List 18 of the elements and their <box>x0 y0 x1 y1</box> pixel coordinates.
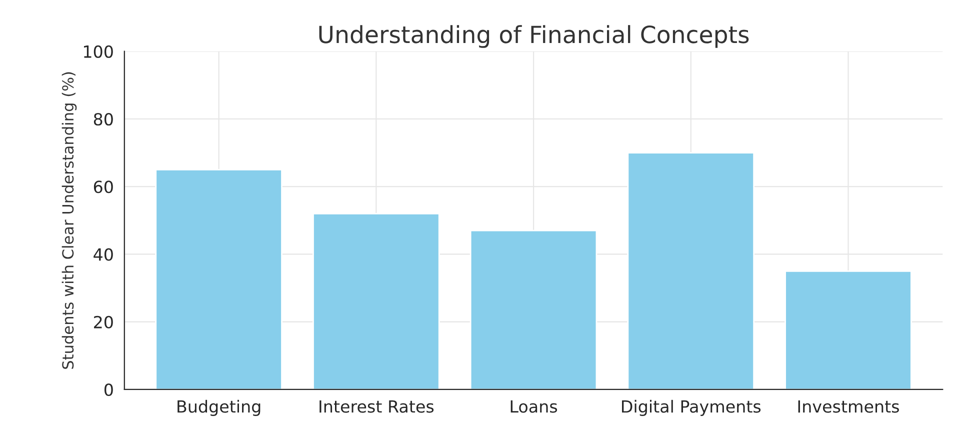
y-axis-title: Students with Clear Understanding (%) <box>62 72 77 369</box>
bar <box>470 230 598 390</box>
bar <box>155 169 282 390</box>
y-tick-label: 100 <box>84 45 113 58</box>
bar <box>627 152 755 390</box>
y-tick-label: 0 <box>104 383 113 396</box>
x-tick-label: Loans <box>510 400 558 413</box>
y-tick-label: 40 <box>94 248 113 261</box>
y-tick-label: 80 <box>94 112 113 126</box>
bar <box>312 212 440 390</box>
x-tick-label: Digital Payments <box>622 400 761 416</box>
x-tick-label: Investments <box>798 400 899 413</box>
x-tick-label: Interest Rates <box>320 400 434 413</box>
x-tick-label: Budgeting <box>178 400 260 416</box>
chart-title: Understanding of Financial Concepts <box>319 25 749 48</box>
y-tick-label: 60 <box>94 180 113 194</box>
y-tick-label: 20 <box>94 316 113 328</box>
bar <box>784 270 912 390</box>
